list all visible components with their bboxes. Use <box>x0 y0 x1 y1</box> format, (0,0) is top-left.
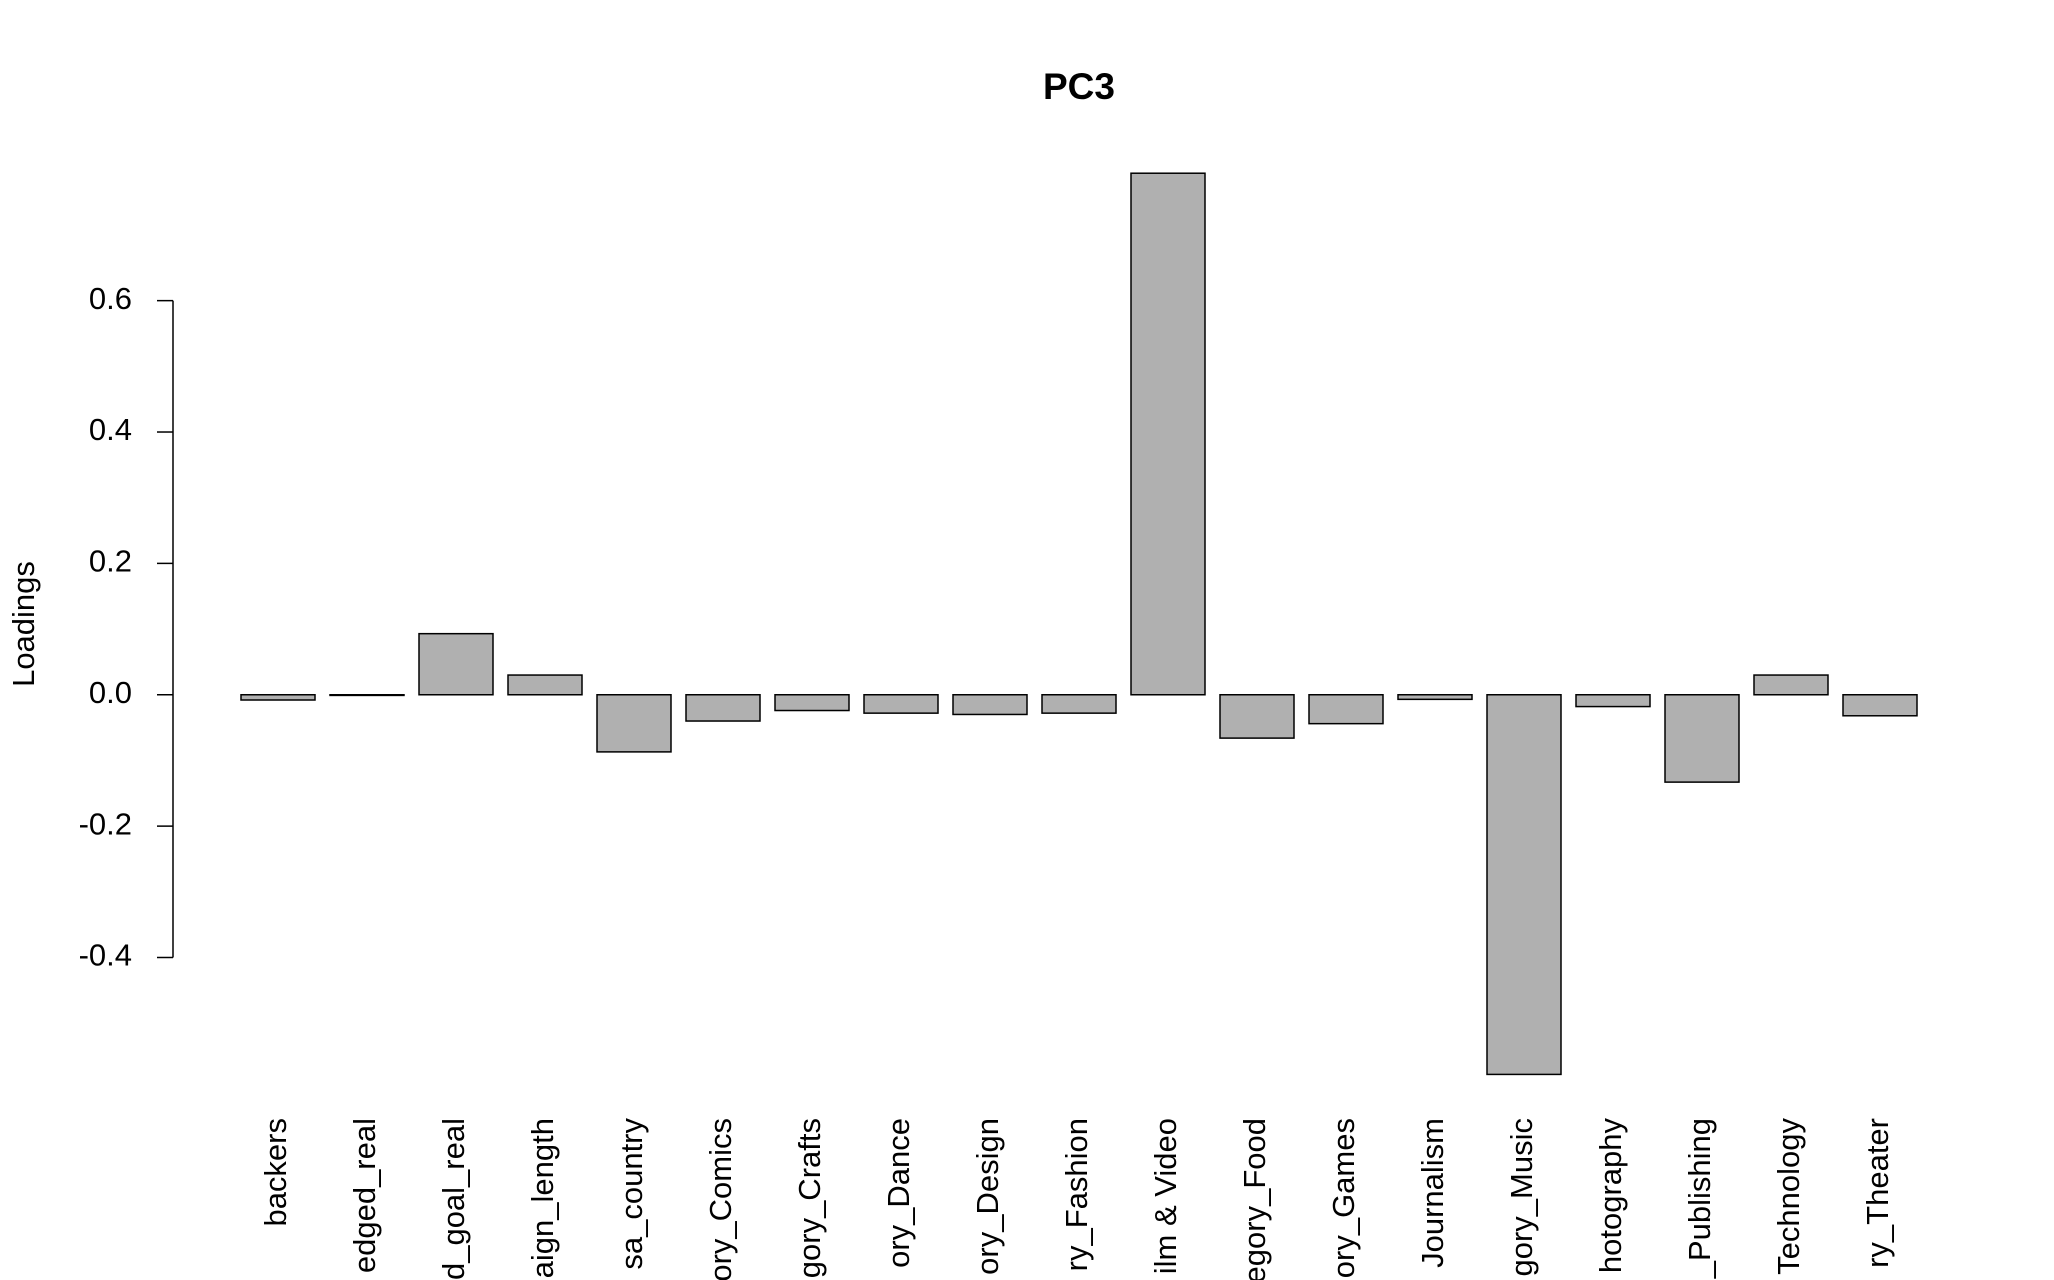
x-tick-label: aign_length <box>525 1118 560 1278</box>
bar <box>596 694 672 753</box>
bar <box>1219 694 1295 739</box>
x-tick-label: Journalism <box>1415 1118 1450 1268</box>
y-tick-label: 0.0 <box>89 675 132 710</box>
bar <box>1041 694 1117 714</box>
bar <box>1575 694 1651 708</box>
bar <box>685 694 761 722</box>
bar <box>507 674 583 696</box>
x-tick-label: gory_Crafts <box>792 1118 827 1278</box>
y-tick-label: 0.4 <box>89 412 132 447</box>
x-tick-label: ry_Fashion <box>1059 1118 1094 1271</box>
bar <box>1664 694 1740 783</box>
x-tick-label: hotography <box>1593 1118 1628 1274</box>
y-tick-label: -0.4 <box>79 938 132 973</box>
x-tick-label: ory_Games <box>1326 1118 1361 1278</box>
x-tick-label: Technology <box>1771 1118 1806 1275</box>
bar <box>952 694 1028 716</box>
bar <box>863 694 939 714</box>
bar <box>1486 694 1562 1076</box>
y-tick-label: 0.2 <box>89 544 132 579</box>
x-tick-label: ry_Theater <box>1860 1118 1895 1268</box>
bar <box>418 632 494 696</box>
bar <box>1397 694 1473 701</box>
y-tick-label: -0.2 <box>79 806 132 841</box>
chart-title: PC3 <box>1043 66 1115 107</box>
bar <box>774 694 850 712</box>
x-tick-label: egory_Food <box>1237 1118 1272 1280</box>
bar <box>1753 674 1829 696</box>
x-tick-label: _Publishing <box>1682 1118 1717 1279</box>
x-tick-label: d_goal_real <box>436 1118 471 1280</box>
x-tick-label: edged_real <box>347 1118 382 1273</box>
bar <box>1308 694 1384 725</box>
x-tick-label: ory_Dance <box>881 1118 916 1268</box>
x-tick-label: gory_Music <box>1504 1118 1539 1277</box>
y-tick-label: 0.6 <box>89 281 132 316</box>
bar <box>1130 172 1206 696</box>
x-tick-label: ory_Design <box>970 1118 1005 1275</box>
x-tick-label: backers <box>258 1118 293 1227</box>
x-tick-label: sa_country <box>614 1118 649 1270</box>
x-tick-label: ory_Comics <box>703 1118 738 1280</box>
x-tick-label: ilm & Video <box>1148 1118 1183 1274</box>
bar <box>240 694 316 701</box>
bar <box>1842 694 1918 717</box>
y-axis-label: Loadings <box>6 561 41 687</box>
bar <box>329 694 405 697</box>
